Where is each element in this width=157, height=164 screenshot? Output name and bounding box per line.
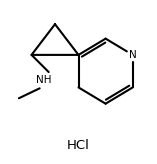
Text: NH: NH <box>36 75 52 85</box>
Text: HCl: HCl <box>67 139 90 152</box>
Text: N: N <box>129 50 137 60</box>
